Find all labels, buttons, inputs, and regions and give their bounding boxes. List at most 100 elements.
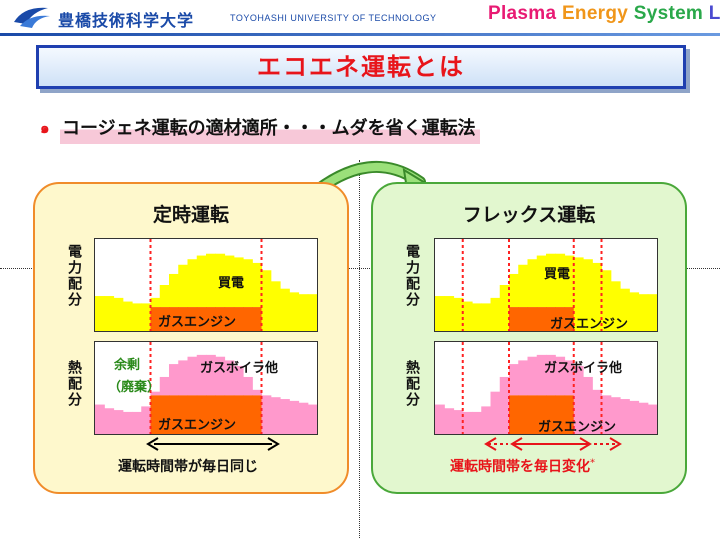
gas-boiler-label: ガスボイラ他	[200, 361, 279, 376]
fixed-caption: 運転時間帯が毎日同じ	[118, 459, 258, 475]
boiler-heat-bar	[647, 404, 657, 434]
university-name: 豊橋技術科学大学	[58, 11, 195, 30]
purchased-power-bar	[647, 294, 657, 331]
purchased-power-bar	[206, 253, 216, 308]
boiler-heat-bar	[555, 356, 566, 396]
purchased-power-bar	[252, 262, 263, 308]
boiler-heat-bar	[509, 364, 519, 396]
gas-engine-bar	[206, 395, 216, 434]
purchased-power-bar	[104, 296, 115, 331]
fixed-heat-plot	[95, 342, 317, 434]
spiral-bullet-icon: ๑	[40, 119, 50, 137]
surplus-heat-note: 余剰 （廃棄）	[108, 355, 160, 399]
boiler-heat-bar	[243, 376, 253, 396]
boiler-heat-bar	[583, 376, 593, 434]
purchased-power-bar	[150, 297, 161, 308]
gas-engine-bar	[150, 395, 161, 434]
purchased-power-bar	[169, 273, 179, 308]
gas-engine-bar	[169, 307, 179, 331]
boiler-heat-bar	[629, 400, 640, 434]
boiler-heat-bar	[261, 395, 272, 434]
boiler-heat-bar	[233, 365, 244, 396]
fixed-power-graph	[94, 238, 318, 332]
lab-name-part: Lab.	[708, 3, 720, 24]
header-divider	[0, 33, 720, 36]
purchased-power-bar	[601, 270, 612, 331]
purchased-power-bar	[592, 262, 603, 331]
flex-heat-plot	[435, 342, 657, 434]
purchased-power-bar	[638, 294, 649, 331]
boiler-heat-bar	[490, 391, 501, 434]
boiler-heat-bar	[472, 411, 482, 434]
purchased-power-bar	[453, 297, 464, 331]
gas-engine-bar	[518, 395, 529, 434]
boiler-heat-bar	[481, 406, 492, 434]
boiler-heat-bar	[215, 356, 226, 396]
gas-engine-bar	[187, 395, 198, 434]
flex-power-plot	[435, 239, 657, 331]
boiler-heat-bar	[206, 354, 216, 396]
boiler-heat-bar	[499, 376, 510, 434]
boiler-heat-bar	[224, 360, 235, 396]
purchased-power-bar	[233, 257, 244, 308]
gas-engine-heat-label: ガスエンジン	[538, 420, 617, 435]
gas-engine-bar	[233, 395, 244, 434]
gas-engine-bar	[546, 395, 556, 434]
purchased-power-bar	[546, 253, 556, 308]
gas-engine-bar	[169, 395, 179, 434]
purchased-power-bar	[270, 281, 281, 331]
gas-engine-bar	[196, 307, 207, 331]
purchased-power-bar	[499, 285, 510, 331]
purchased-power-bar	[261, 270, 272, 331]
purchased-power-label: 買電	[544, 267, 571, 282]
purchased-power-bar	[122, 301, 133, 331]
university-logo-icon	[14, 7, 50, 28]
lab-name-part: Energy	[556, 3, 629, 24]
flex-operation-panel: フレックス運転	[371, 182, 687, 494]
purchased-power-bar	[518, 264, 529, 308]
purchased-power-bar	[196, 255, 207, 308]
boiler-heat-bar	[289, 400, 300, 434]
waste-label: （廃棄）	[108, 380, 161, 395]
gas-engine-bar	[536, 395, 547, 434]
gas-engine-bar	[509, 307, 519, 331]
boiler-heat-bar	[307, 404, 317, 434]
purchased-power-bar	[307, 294, 317, 331]
guide-line-horizontal	[0, 268, 720, 269]
boiler-heat-bar	[638, 402, 649, 434]
university-name-en: TOYOHASHI UNIVERSITY OF TECHNOLOGY	[230, 13, 437, 23]
purchased-power-bar	[298, 294, 309, 331]
subtitle: コージェネ運転の適材適所・・・ムダを省く運転法	[60, 112, 480, 144]
boiler-heat-bar	[169, 364, 179, 396]
gas-engine-bar	[555, 395, 566, 434]
boiler-heat-bar	[132, 411, 142, 434]
double-arrow-icon	[484, 437, 622, 451]
purchased-power-bar	[178, 264, 189, 308]
fixed-heat-graph	[94, 341, 318, 435]
boiler-heat-bar	[592, 389, 603, 434]
purchased-power-bar	[620, 288, 630, 331]
slide-title-box: エコエネ運転とは	[36, 45, 686, 89]
gas-engine-bar	[564, 307, 575, 331]
gas-engine-bar	[206, 307, 216, 331]
purchased-power-bar	[536, 255, 547, 308]
purchased-power-bar	[564, 255, 575, 308]
purchased-power-bar	[629, 292, 640, 331]
gas-engine-bar	[252, 395, 263, 434]
gas-engine-power-label: ガスエンジン	[158, 315, 237, 330]
boiler-heat-bar	[196, 354, 207, 396]
boiler-heat-bar	[444, 408, 455, 434]
gas-engine-heat-label: ガスエンジン	[158, 418, 237, 433]
gas-engine-bar	[233, 307, 244, 331]
boiler-heat-bar	[453, 410, 464, 434]
gas-engine-bar	[187, 307, 198, 331]
purchased-power-bar	[490, 297, 501, 331]
power-axis-label: 電力配分	[404, 244, 420, 308]
double-arrow-icon	[146, 437, 280, 451]
boiler-heat-bar	[610, 397, 621, 434]
boiler-heat-bar	[546, 354, 556, 396]
purchased-power-bar	[215, 253, 226, 308]
boiler-heat-bar	[187, 356, 198, 396]
boiler-heat-bar	[298, 402, 309, 434]
power-axis-label: 電力配分	[66, 244, 82, 308]
